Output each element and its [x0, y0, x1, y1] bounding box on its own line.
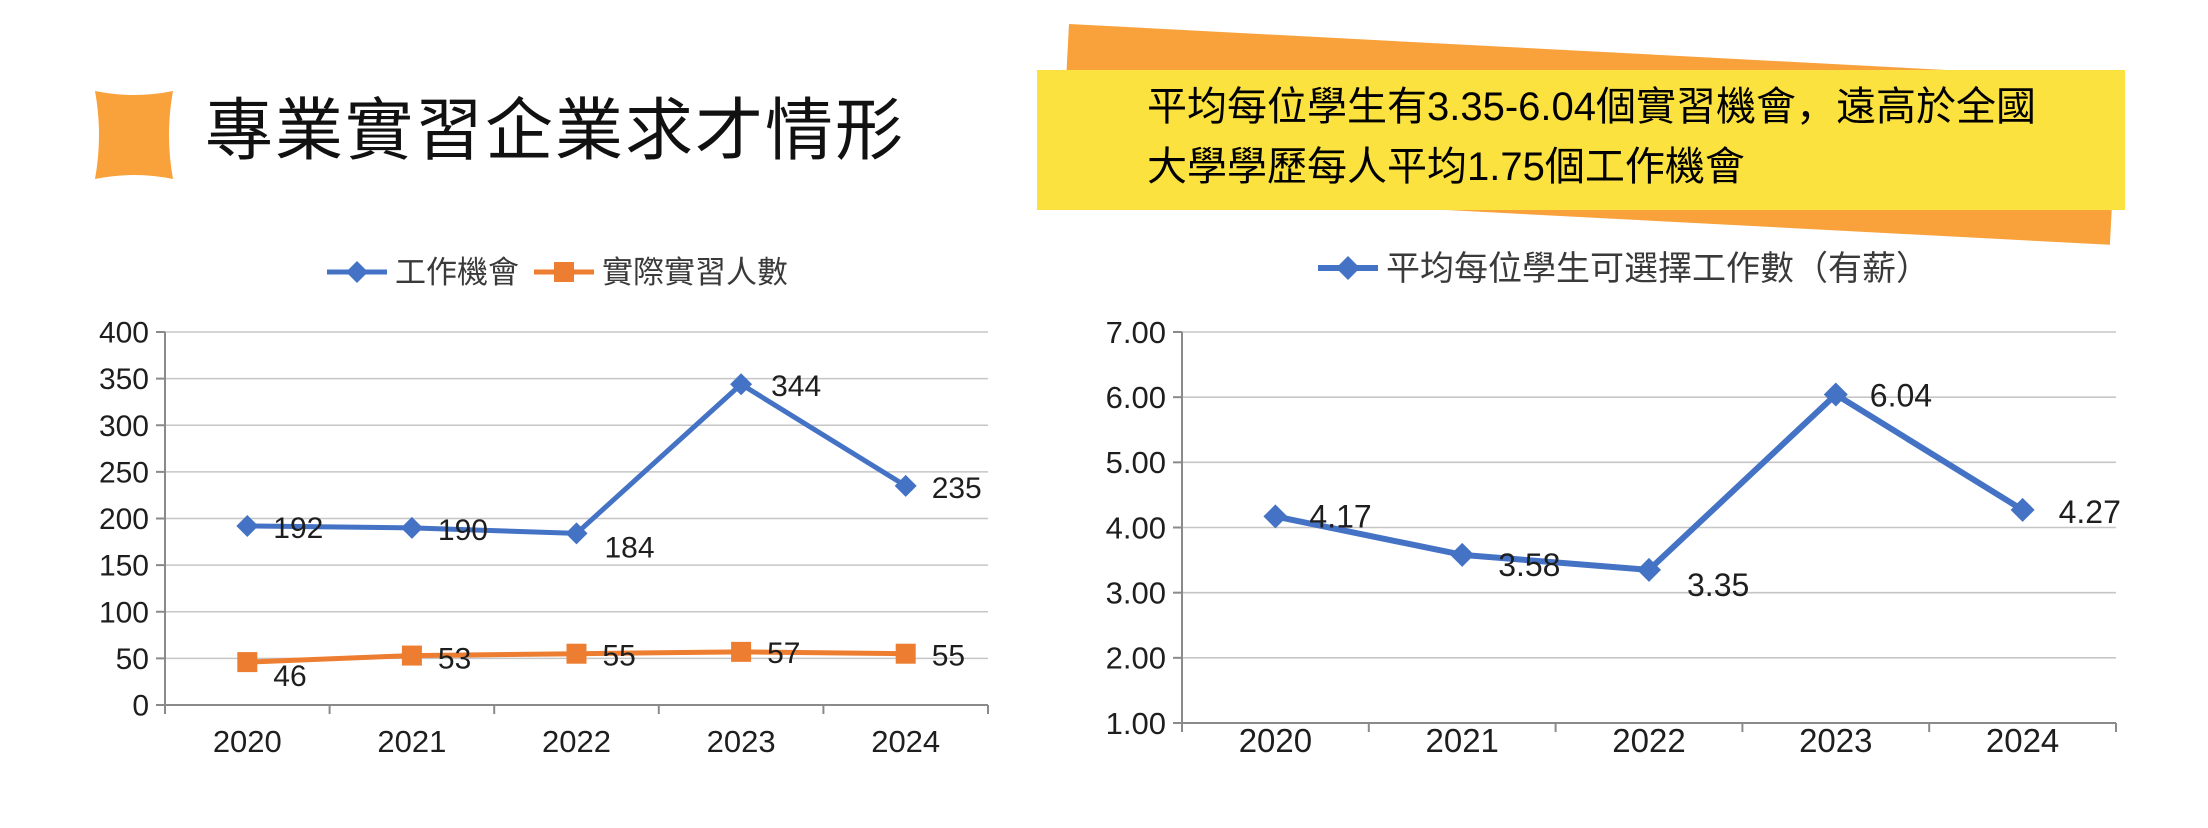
x-axis-tick-label: 2021: [377, 724, 446, 759]
diamond-marker: [565, 522, 588, 545]
y-axis-tick-label: 150: [99, 550, 149, 583]
callout-text-line2: 大學學歷每人平均1.75個工作機會: [1147, 145, 1745, 189]
data-label: 57: [767, 637, 800, 670]
right-line-chart: 1.00 2.00 3.00 4.00 5.00 6.00 7.00 2020 2021 2022…: [1106, 249, 2121, 759]
y-axis-tick-label: 2.00: [1106, 641, 1166, 676]
square-marker: [401, 645, 422, 666]
square-marker: [554, 262, 574, 282]
diamond-marker: [1450, 542, 1475, 567]
x-axis-tick-label: 2023: [1799, 722, 1872, 759]
y-axis-tick-label: 6.00: [1106, 380, 1166, 415]
series-line: [244, 381, 909, 536]
square-marker: [566, 643, 587, 664]
diamond-marker: [1637, 557, 1661, 582]
x-axis-tick-label: 2023: [707, 724, 776, 759]
y-axis-tick-label: 0: [132, 690, 149, 723]
x-axis-tick-label: 2024: [1986, 722, 2059, 759]
data-label: 3.35: [1687, 567, 1749, 603]
data-label: 55: [603, 640, 636, 673]
x-axis-tick-label: 2020: [213, 724, 282, 759]
y-axis-tick-label: 300: [99, 410, 149, 443]
diamond-marker: [730, 373, 753, 396]
diamond-marker: [400, 516, 423, 539]
y-axis-tick-label: 350: [99, 363, 149, 396]
legend-label: 平均每位學生可選擇工作數（有薪）: [1386, 249, 1930, 289]
diamond-marker: [894, 474, 917, 497]
callout-box: 平均每位學生有3.35-6.04個實習機會，遠高於全國 大學學歷每人平均1.75…: [1037, 70, 2125, 210]
y-axis-tick-label: 4.00: [1106, 510, 1166, 545]
legend-label: 實際實習人數: [602, 255, 788, 291]
x-axis-tick-label: 2022: [1612, 722, 1685, 759]
y-axis-tick-label: 400: [99, 317, 149, 350]
y-axis-tick-label: 1.00: [1106, 706, 1166, 741]
y-axis-tick-label: 5.00: [1106, 445, 1166, 480]
legend-label: 工作機會: [395, 255, 519, 291]
data-label: 190: [438, 514, 488, 547]
title-bullet-icon: [95, 91, 173, 179]
diamond-marker: [236, 514, 259, 537]
x-axis-tick-label: 2021: [1425, 722, 1498, 759]
diamond-marker: [1823, 382, 1848, 407]
data-label: 184: [605, 531, 655, 564]
y-axis-tick-label: 50: [116, 643, 149, 676]
data-label: 6.04: [1870, 378, 1932, 414]
left-line-chart: 0 50 100 150 200 250 300 350 400 2020 2021 2022 2023…: [99, 255, 989, 759]
data-label: 53: [438, 643, 471, 676]
diamond-marker: [1263, 504, 1288, 529]
series-line: [1272, 391, 2026, 573]
diamond-marker: [2010, 497, 2035, 522]
page-title: 專業實習企業求才情形: [205, 93, 906, 169]
diamond-marker: [1336, 256, 1360, 280]
y-axis-tick-label: 7.00: [1106, 315, 1166, 350]
y-axis-tick-label: 100: [99, 596, 149, 629]
x-axis-tick-label: 2024: [871, 724, 940, 759]
y-axis-tick-label: 250: [99, 456, 149, 489]
data-label: 4.27: [2059, 494, 2121, 530]
x-axis-tick-label: 2022: [542, 724, 611, 759]
square-marker: [731, 641, 752, 662]
y-axis-tick-label: 200: [99, 503, 149, 536]
callout-text-line1: 平均每位學生有3.35-6.04個實習機會，遠高於全國: [1147, 85, 2037, 129]
data-label: 344: [771, 370, 821, 403]
diamond-marker: [346, 261, 368, 283]
data-label: 235: [932, 472, 982, 505]
square-marker: [237, 652, 258, 673]
data-label: 46: [273, 660, 306, 693]
data-label: 192: [273, 512, 323, 545]
data-label: 55: [932, 640, 965, 673]
square-marker: [895, 643, 916, 664]
y-axis-tick-label: 3.00: [1106, 576, 1166, 611]
data-label: 4.17: [1309, 498, 1371, 534]
data-label: 3.58: [1498, 547, 1560, 583]
x-axis-tick-label: 2020: [1239, 722, 1312, 759]
